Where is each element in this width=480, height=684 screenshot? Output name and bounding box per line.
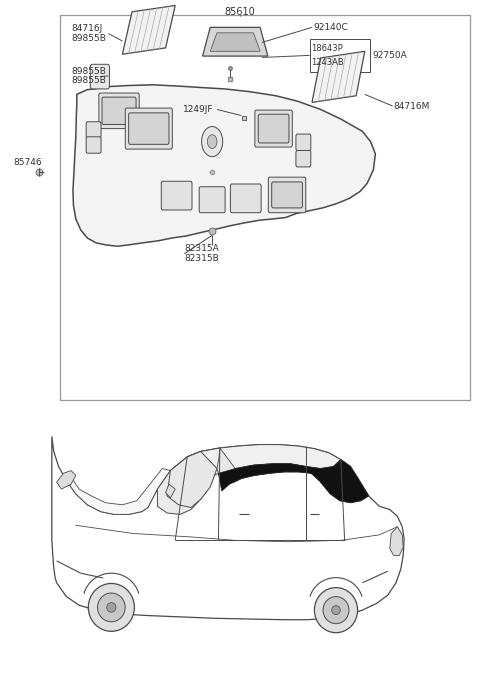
Text: 92140C: 92140C xyxy=(313,23,348,32)
Text: 85610: 85610 xyxy=(225,7,255,17)
FancyBboxPatch shape xyxy=(296,134,311,150)
Text: 1243AB: 1243AB xyxy=(312,58,344,67)
Text: 1249JF: 1249JF xyxy=(183,105,214,114)
Circle shape xyxy=(207,135,217,148)
Polygon shape xyxy=(390,527,403,555)
Polygon shape xyxy=(210,33,260,51)
FancyBboxPatch shape xyxy=(199,187,225,213)
Polygon shape xyxy=(167,451,217,508)
FancyBboxPatch shape xyxy=(86,137,101,153)
Circle shape xyxy=(202,127,223,157)
Polygon shape xyxy=(57,471,76,489)
Polygon shape xyxy=(166,484,175,498)
Text: 18643P: 18643P xyxy=(312,44,343,53)
Polygon shape xyxy=(312,51,365,103)
Text: 89855B: 89855B xyxy=(71,34,106,43)
FancyBboxPatch shape xyxy=(272,182,302,208)
Polygon shape xyxy=(250,464,319,475)
Text: 92750A: 92750A xyxy=(372,51,407,60)
Polygon shape xyxy=(321,460,369,503)
FancyBboxPatch shape xyxy=(161,181,192,210)
Polygon shape xyxy=(217,448,241,482)
FancyBboxPatch shape xyxy=(102,97,136,124)
Polygon shape xyxy=(218,460,369,503)
Text: 89855B: 89855B xyxy=(71,66,106,76)
Ellipse shape xyxy=(107,603,116,612)
FancyBboxPatch shape xyxy=(258,114,289,143)
FancyBboxPatch shape xyxy=(99,93,139,129)
Text: 85746: 85746 xyxy=(13,158,42,168)
Text: 84716M: 84716M xyxy=(394,101,430,111)
Text: 82315B: 82315B xyxy=(185,254,219,263)
Polygon shape xyxy=(52,436,404,620)
Ellipse shape xyxy=(97,593,125,622)
FancyBboxPatch shape xyxy=(268,177,306,213)
Bar xyxy=(310,39,370,72)
Text: 82315A: 82315A xyxy=(185,244,219,254)
Bar xyxy=(60,15,470,400)
FancyBboxPatch shape xyxy=(230,184,261,213)
Polygon shape xyxy=(157,448,220,514)
Polygon shape xyxy=(122,5,175,54)
Polygon shape xyxy=(73,85,375,246)
Ellipse shape xyxy=(314,588,358,633)
Polygon shape xyxy=(187,445,341,489)
FancyBboxPatch shape xyxy=(125,108,172,149)
Text: 84716J: 84716J xyxy=(71,24,102,34)
Polygon shape xyxy=(203,27,268,56)
Polygon shape xyxy=(66,469,170,514)
FancyBboxPatch shape xyxy=(255,110,292,147)
Ellipse shape xyxy=(323,596,349,624)
Ellipse shape xyxy=(88,583,134,631)
FancyBboxPatch shape xyxy=(296,150,311,167)
FancyBboxPatch shape xyxy=(90,64,109,89)
FancyBboxPatch shape xyxy=(129,113,169,144)
Ellipse shape xyxy=(332,605,340,615)
FancyBboxPatch shape xyxy=(86,122,101,138)
Text: 89855B: 89855B xyxy=(71,76,106,86)
